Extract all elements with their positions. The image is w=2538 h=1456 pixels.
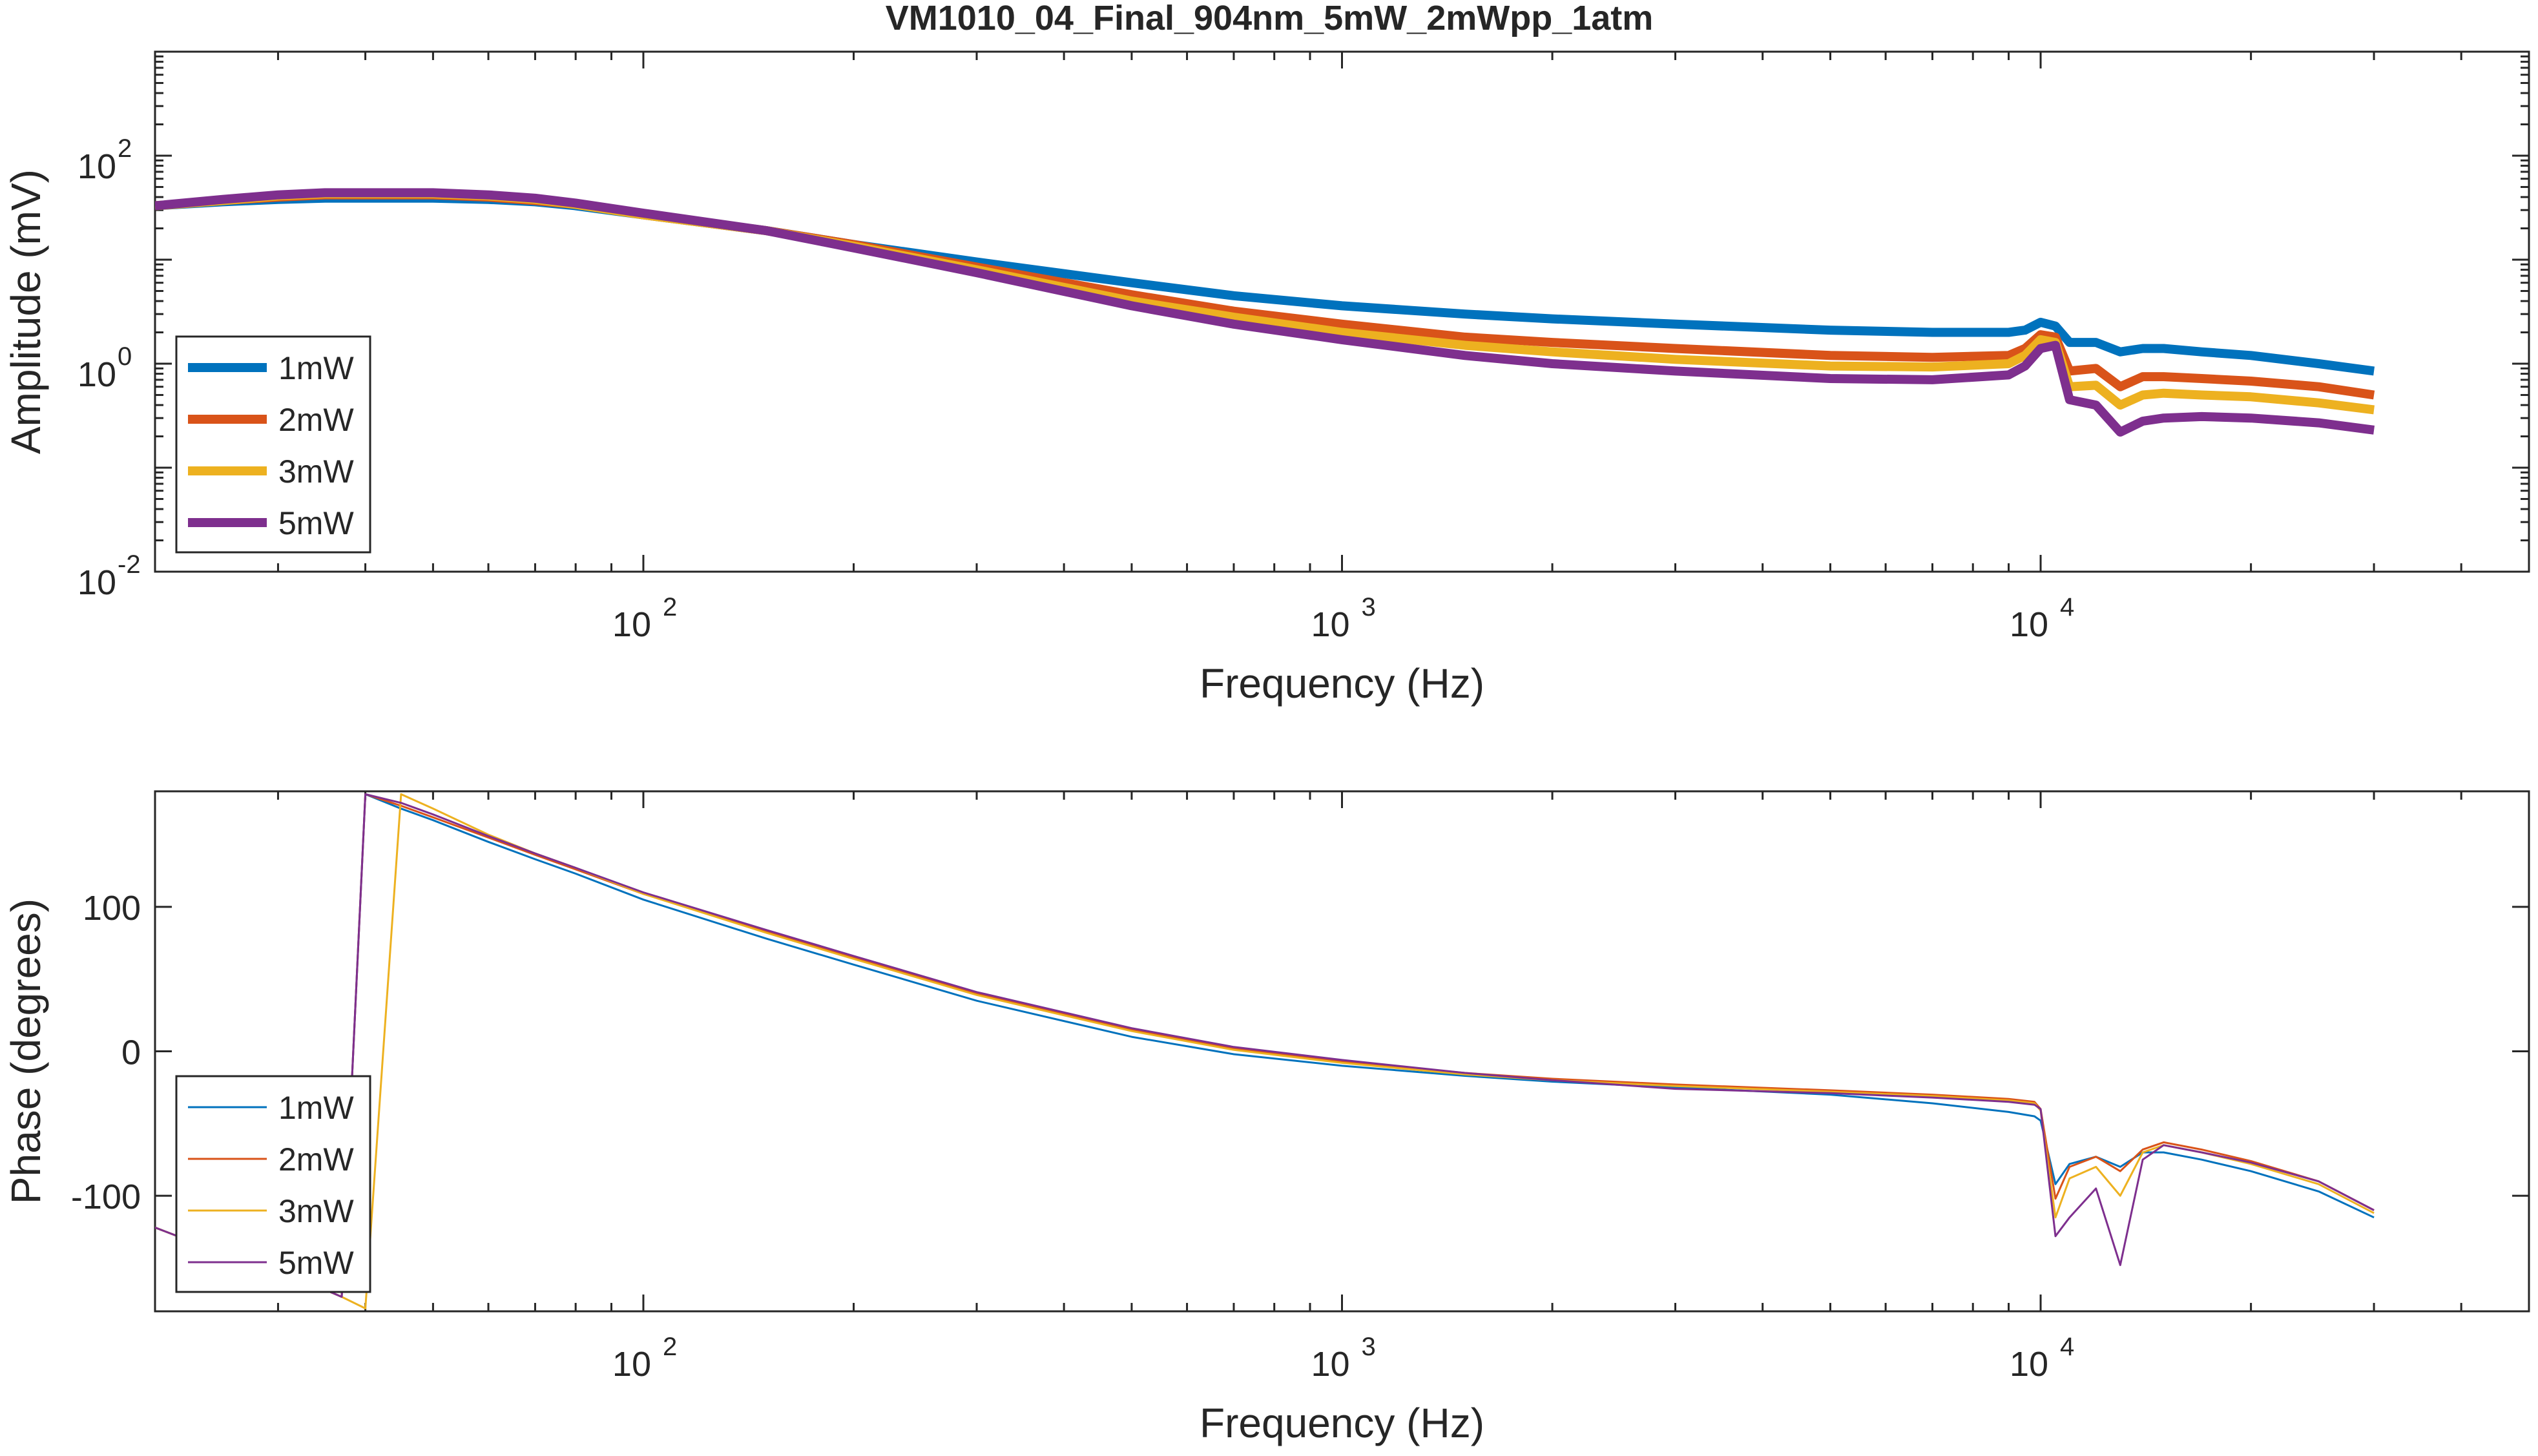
y-tick-label: 0	[121, 1034, 141, 1072]
x-tick-label-exponent: 3	[1362, 593, 1376, 621]
y-tick-label: 100	[83, 889, 141, 928]
legend-label-3mW: 3mW	[278, 1193, 354, 1229]
amplitude-plot-area	[154, 50, 2530, 573]
chart-title: VM1010_04_Final_904nm_5mW_2mWpp_1atm	[886, 0, 1654, 37]
y-tick-label-exponent: 2	[118, 134, 132, 163]
phase-plot-area	[154, 790, 2530, 1313]
series-line-5mW	[155, 793, 2375, 1298]
legend-label-5mW: 5mW	[278, 1245, 354, 1281]
phase-axes: 10 2 10 3 10 4 100 0 -100 Frequency (Hz) Phase (de…	[3, 790, 2530, 1446]
legend-box	[175, 335, 371, 554]
x-tick-label: 10	[1311, 1345, 1349, 1384]
x-tick-label-exponent: 4	[2060, 1333, 2074, 1361]
x-tick-label: 10	[2010, 605, 2048, 644]
phase-ticks	[154, 791, 2530, 1311]
legend-label-3mW: 3mW	[278, 453, 354, 490]
y-tick-label: -100	[71, 1178, 141, 1216]
x-tick-label: 10	[612, 1345, 651, 1384]
y-tick-label: 10	[78, 563, 116, 602]
y-axis-label: Phase (degrees)	[3, 899, 49, 1204]
x-tick-label: 10	[1311, 605, 1349, 644]
legend-label-1mW: 1mW	[278, 1090, 354, 1126]
legend-label-1mW: 1mW	[278, 350, 354, 386]
y-tick-label: 10	[78, 355, 116, 394]
legend-label-2mW: 2mW	[278, 402, 354, 438]
amplitude-series-group	[155, 188, 2375, 437]
phase-legend: 1mW 2mW 3mW 5mW	[175, 1075, 371, 1293]
y-tick-label-exponent: -2	[118, 550, 141, 579]
legend-box	[175, 1075, 371, 1293]
legend-label-5mW: 5mW	[278, 505, 354, 541]
x-tick-label-exponent: 3	[1362, 1333, 1376, 1361]
series-line-5mW	[155, 188, 2375, 437]
legend-label-2mW: 2mW	[278, 1141, 354, 1178]
x-tick-label: 10	[2010, 1345, 2048, 1384]
x-axis-label: Frequency (Hz)	[1200, 1400, 1484, 1446]
series-line-1mW	[155, 793, 2375, 1298]
y-tick-label: 10	[78, 147, 116, 186]
amplitude-ticks	[154, 52, 2530, 573]
y-axis-label: Amplitude (mV)	[3, 169, 49, 454]
x-tick-label: 10	[612, 605, 651, 644]
x-axis-label: Frequency (Hz)	[1200, 660, 1484, 707]
amplitude-legend: 1mW 2mW 3mW 5mW	[175, 335, 371, 554]
phase-series-group	[155, 793, 2375, 1309]
x-tick-label-exponent: 2	[663, 1333, 677, 1361]
x-tick-label-exponent: 2	[663, 593, 677, 621]
series-line-3mW	[155, 793, 2375, 1309]
x-tick-label-exponent: 4	[2060, 593, 2074, 621]
y-tick-label-exponent: 0	[118, 342, 132, 371]
